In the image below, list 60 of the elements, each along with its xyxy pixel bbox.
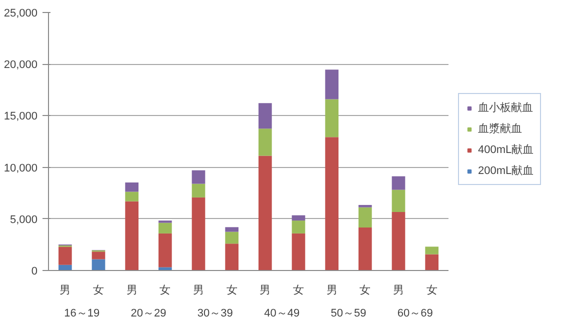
bar	[125, 182, 138, 192]
x-tick-label: 女	[360, 284, 371, 296]
text: 20～29	[130, 308, 166, 320]
bar	[392, 212, 406, 270]
bar	[258, 128, 272, 156]
bar	[292, 220, 306, 234]
legend-label: 200mL献血	[478, 164, 534, 178]
bar	[258, 156, 272, 270]
legend-label: 血漿献血	[478, 122, 522, 136]
x-tick-label: 女	[226, 284, 238, 296]
legend-label: 400mL献血	[478, 143, 534, 157]
bar	[125, 201, 138, 270]
text: 16～19	[64, 308, 100, 320]
bar	[158, 222, 172, 234]
text: 40～49	[264, 308, 300, 320]
bar	[392, 190, 406, 212]
x-tick-label: 男	[60, 284, 71, 296]
bar	[92, 252, 106, 260]
bar	[292, 233, 306, 270]
text: 50～59	[330, 308, 366, 320]
y-tick-label: 25,000	[4, 8, 38, 20]
legend-label: 血小板献血	[478, 101, 533, 115]
bar	[192, 184, 206, 198]
bar	[292, 215, 306, 221]
y-tick-label: 20,000	[4, 59, 38, 72]
x-tick-label: 女	[93, 284, 104, 296]
bar	[192, 170, 206, 184]
bar	[358, 204, 372, 208]
bar	[425, 254, 438, 270]
x-tick-label: 女	[426, 284, 438, 296]
x-tick-label: 男	[393, 284, 404, 296]
y-tick-label: 0	[31, 266, 38, 278]
y-tick-label: 5,000	[10, 214, 38, 226]
y-tick-label: 10,000	[4, 162, 38, 174]
text: 60～69	[397, 308, 433, 320]
bar	[225, 244, 238, 270]
x-tick-label: 女	[160, 284, 171, 296]
bar	[125, 192, 138, 202]
bar	[158, 233, 172, 268]
bar	[258, 103, 272, 129]
y-tick-label: 15,000	[4, 110, 38, 123]
x-tick-label: 男	[326, 284, 338, 296]
x-tick-label: 男	[193, 284, 204, 296]
bar	[358, 207, 372, 228]
bar	[358, 227, 372, 270]
text: 30～39	[197, 308, 233, 320]
bar	[225, 227, 238, 232]
bar	[392, 176, 406, 190]
x-tick-label: 女	[293, 284, 304, 296]
bar	[158, 267, 172, 270]
bar	[225, 232, 238, 244]
bar	[92, 259, 106, 270]
x-tick-label: 男	[260, 284, 271, 296]
bar	[325, 70, 338, 100]
x-tick-label: 男	[126, 284, 138, 296]
bar	[192, 197, 206, 270]
bar	[325, 137, 338, 270]
bar	[425, 246, 438, 254]
bar	[325, 99, 338, 138]
bar	[58, 246, 72, 265]
